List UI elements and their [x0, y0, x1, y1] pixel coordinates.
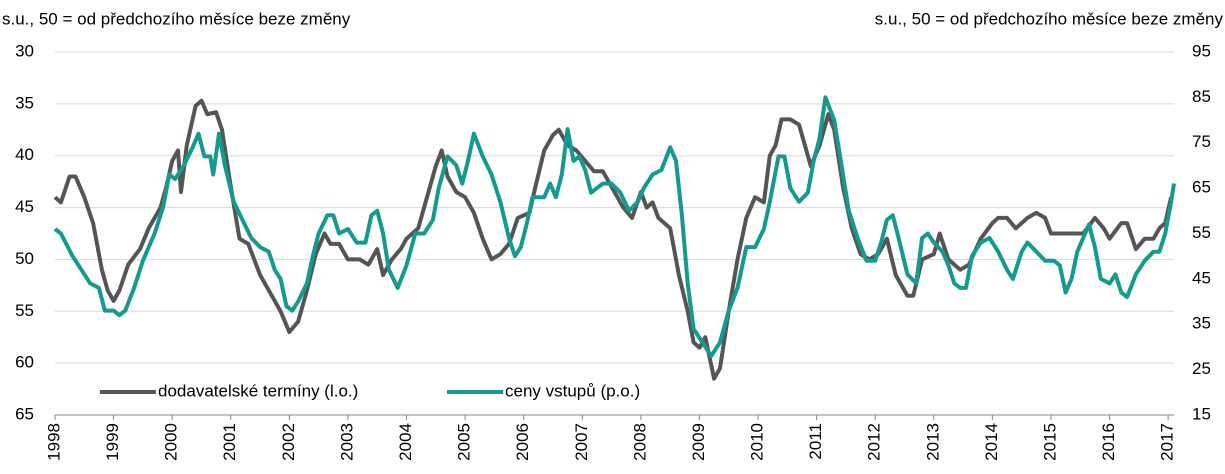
y2-tick-label: 35	[1192, 314, 1211, 333]
x-tick-label: 1999	[103, 423, 122, 461]
y-tick-label: 65	[15, 404, 34, 423]
y2-tick-label: 75	[1192, 132, 1211, 151]
x-tick-label: 2016	[1099, 423, 1118, 461]
y2-tick-label: 45	[1192, 268, 1211, 287]
series-line	[53, 95, 1176, 358]
x-tick-label: 2014	[982, 423, 1001, 461]
y-tick-label: 55	[15, 301, 34, 320]
legend-label: dodavatelské termíny (l.o.)	[158, 381, 358, 400]
legend-label: ceny vstupů (p.o.)	[505, 381, 640, 400]
x-tick-label: 2000	[162, 423, 181, 461]
x-tick-label: 2003	[337, 423, 356, 461]
y-tick-label: 35	[15, 93, 34, 112]
y-tick-label: 50	[15, 249, 34, 268]
y2-tick-label: 25	[1192, 359, 1211, 378]
x-tick-label: 2002	[279, 423, 298, 461]
x-tick-label: 2008	[630, 423, 649, 461]
x-tick-label: 2010	[748, 423, 767, 461]
y2-axis-label: s.u., 50 = od předchozího měsíce beze zm…	[875, 9, 1224, 28]
x-tick-label: 2011	[806, 423, 825, 460]
x-tick-label: 2017	[1158, 423, 1177, 461]
y-tick-label: 40	[15, 145, 34, 164]
y2-tick-label: 15	[1192, 404, 1211, 423]
y2-tick-label: 55	[1192, 223, 1211, 242]
y2-tick-label: 85	[1192, 87, 1211, 106]
x-tick-label: 2006	[513, 423, 532, 461]
x-tick-label: 2005	[455, 423, 474, 461]
y-tick-label: 30	[15, 41, 34, 60]
y2-tick-label: 95	[1192, 41, 1211, 60]
x-tick-label: 2009	[689, 423, 708, 461]
y-tick-label: 60	[15, 353, 34, 372]
x-tick-label: 2001	[220, 423, 239, 461]
x-tick-label: 2007	[572, 423, 591, 461]
y2-tick-label: 65	[1192, 178, 1211, 197]
x-tick-label: 2012	[865, 423, 884, 461]
x-tick-label: 2013	[923, 423, 942, 461]
y-axis-label: s.u., 50 = od předchozího měsíce beze zm…	[2, 9, 351, 28]
x-tick-label: 1998	[44, 423, 63, 461]
x-tick-label: 2015	[1040, 423, 1059, 461]
y-tick-label: 45	[15, 197, 34, 216]
x-tick-label: 2004	[396, 423, 415, 461]
